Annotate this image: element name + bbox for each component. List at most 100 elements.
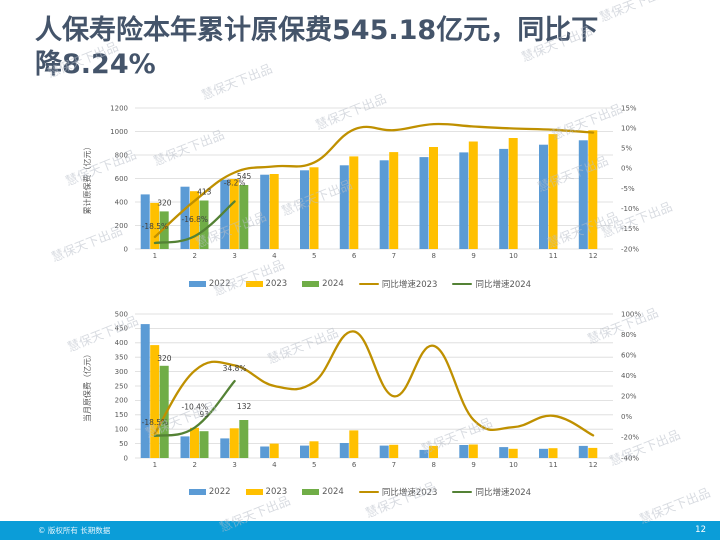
legend-label: 同比增速2024 [475, 488, 532, 498]
y-axis-right-tick: 100% [621, 310, 641, 318]
x-axis-tick: 12 [589, 252, 598, 260]
legend-swatch-line [452, 282, 473, 286]
bar-2023-month-11 [548, 134, 558, 249]
cumulative-premium-chart: 0 200 400 600 800 1000 1200 15% 10% 5% 0% -5% -10% -1… [82, 104, 639, 260]
bar-2022-month-11 [539, 144, 548, 249]
x-axis-tick: 9 [471, 461, 475, 469]
bar-2022-month-6 [339, 165, 349, 249]
bar-2023-month-2 [190, 191, 199, 249]
bar-2023-month-7 [389, 444, 399, 458]
y-axis-right-tick: -10% [621, 205, 639, 213]
y-axis-left-tick: 250 [115, 382, 128, 390]
bar-2023-month-3 [229, 428, 239, 458]
x-axis-tick: 8 [432, 461, 436, 469]
legend-item-2024: 2024 [302, 279, 344, 289]
bar-2023-month-6 [349, 430, 359, 458]
x-axis-tick: 11 [549, 252, 558, 260]
bar-2023-month-1 [150, 202, 160, 249]
bar-2024-month-1 [159, 211, 169, 249]
bar-2022-month-5 [300, 170, 309, 249]
bar-2023-month-10 [508, 138, 518, 249]
x-axis-tick: 3 [232, 461, 236, 469]
legend-item-2022: 2022 [188, 487, 231, 497]
y-axis-left-tick: 200 [115, 222, 128, 230]
y-axis-left-tick: 300 [115, 368, 128, 376]
bar-2023-month-3 [229, 179, 239, 249]
bar-2023-month-1 [150, 345, 160, 458]
y-axis-left-tick: 400 [115, 339, 128, 347]
x-axis-tick: 7 [392, 252, 396, 260]
y-axis-left-tick: 800 [115, 151, 128, 159]
bar-2023-month-11 [548, 448, 558, 458]
legend-item-2024: 2024 [302, 487, 344, 497]
x-axis-tick: 11 [549, 461, 558, 469]
bar-2022-month-1 [140, 194, 150, 249]
x-axis-tick: 6 [352, 461, 357, 469]
legend-label: 2022 [208, 487, 231, 497]
line-同比增速2023 [153, 122, 595, 239]
x-axis-tick: 7 [392, 461, 396, 469]
y-axis-left-tick: 450 [115, 325, 128, 333]
x-axis-tick: 9 [471, 252, 475, 260]
bar-2022-month-4 [260, 174, 270, 249]
bar-2022-month-5 [300, 445, 309, 458]
bar-2023-month-4 [269, 174, 279, 249]
bar-2022-month-9 [459, 445, 469, 458]
data-label: -8.2% [224, 179, 246, 188]
y-axis-left-tick: 200 [115, 397, 128, 405]
y-axis-right-tick: 0% [621, 413, 632, 421]
bar-2023-month-12 [588, 447, 598, 458]
data-label: 320 [157, 354, 172, 363]
y-axis-title: 当月原保费（亿元） [82, 350, 92, 422]
bar-2022-month-1 [140, 324, 150, 458]
bar-2022-month-9 [459, 152, 469, 249]
bar-2022-month-11 [539, 448, 548, 458]
bar-2024-month-3 [239, 185, 249, 249]
x-axis-tick: 2 [193, 252, 197, 260]
legend-swatch-bar [302, 489, 320, 495]
bar-2022-month-12 [578, 140, 588, 249]
bar-2022-month-8 [419, 157, 429, 249]
x-axis-tick: 5 [312, 252, 316, 260]
y-axis-left-tick: 350 [115, 354, 128, 362]
bar-2023-month-9 [468, 141, 478, 249]
legend-item-同比增速2024: 同比增速2024 [452, 278, 531, 290]
copyright-text: © 版权所有 长期数据 [38, 526, 111, 535]
bar-2023-month-5 [309, 441, 319, 458]
y-axis-right-tick: 10% [621, 124, 637, 132]
line-同比增速2023 [153, 330, 595, 437]
bar-2022-month-3 [220, 179, 230, 249]
legend-item-2023: 2023 [245, 487, 288, 497]
y-axis-right-tick: 15% [621, 104, 637, 112]
bar-2024-month-2 [199, 200, 209, 249]
x-axis-tick: 1 [153, 252, 157, 260]
y-axis-right-tick: 80% [621, 331, 637, 339]
bar-2022-month-7 [379, 160, 389, 249]
y-axis-right-tick: 0% [621, 165, 632, 173]
footer-bar: © 版权所有 长期数据 12 [0, 521, 720, 540]
data-label: 545 [237, 172, 252, 181]
x-axis-tick: 10 [509, 461, 518, 469]
y-axis-right-tick: 40% [621, 372, 637, 380]
x-axis-tick: 12 [589, 461, 598, 469]
legend-swatch-line [452, 490, 473, 494]
legend-label: 2023 [265, 279, 288, 289]
data-label: -16.8% [182, 215, 209, 224]
y-axis-left-tick: 600 [115, 175, 128, 183]
bar-2023-month-7 [389, 152, 399, 249]
legend-item-同比增速2024: 同比增速2024 [452, 486, 531, 498]
x-axis-tick: 8 [432, 252, 436, 260]
legend-label: 2023 [265, 487, 288, 497]
x-axis-tick: 1 [153, 461, 157, 469]
bar-2024-month-1 [159, 365, 169, 458]
legend-label: 2024 [322, 279, 344, 289]
page-title-line1: 人保寿险本年累计原保费545.18亿元，同比下 [35, 15, 599, 46]
data-label: 132 [237, 402, 252, 411]
y-axis-right-tick: -20% [621, 245, 639, 253]
legend-swatch-bar [188, 489, 206, 495]
y-axis-right-tick: -40% [621, 454, 639, 462]
y-axis-left-tick: 400 [115, 198, 128, 206]
legend-swatch-line [358, 490, 379, 494]
